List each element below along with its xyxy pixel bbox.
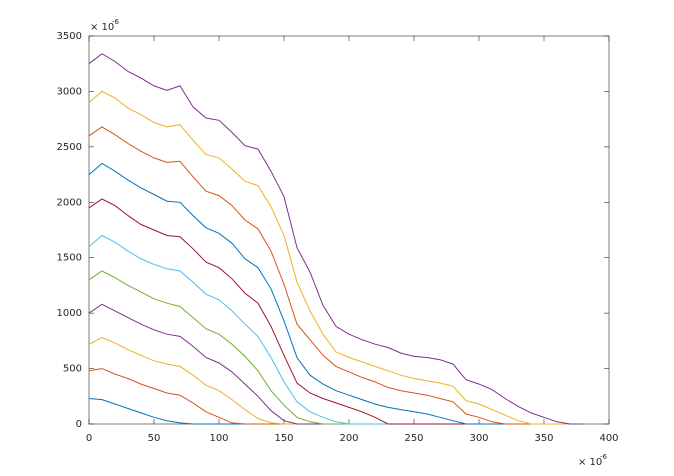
y-exponent: -6 (112, 18, 120, 26)
data-line (88, 53, 583, 425)
x-tick-label: 150 (274, 433, 293, 444)
x-tick-label: 50 (148, 433, 161, 444)
x-tick-label: 250 (404, 433, 423, 444)
y-tick-label: 3000 (57, 86, 82, 97)
data-line (88, 90, 583, 425)
y-tick-label: 2500 (57, 142, 82, 153)
x-tick-label: 300 (469, 433, 488, 444)
plot-area (88, 35, 610, 425)
y-multiplier: × 10 (90, 22, 114, 33)
x-tick-label: 100 (209, 433, 228, 444)
x-tick-label: 350 (534, 433, 553, 444)
y-tick-label: 500 (63, 364, 82, 375)
x-tick-label: 0 (86, 433, 92, 444)
data-line (88, 126, 583, 425)
x-exponent: -6 (600, 453, 608, 461)
data-line (88, 162, 583, 425)
x-multiplier: × 10 (578, 457, 602, 468)
x-tick-label: 200 (339, 433, 358, 444)
y-tick-label: 1000 (57, 308, 82, 319)
y-tick-label: 1500 (57, 253, 82, 264)
y-tick-label: 3500 (57, 31, 82, 42)
y-tick-label: 0 (76, 419, 82, 430)
y-tick-label: 2000 (57, 197, 82, 208)
x-tick-label: 400 (599, 433, 618, 444)
